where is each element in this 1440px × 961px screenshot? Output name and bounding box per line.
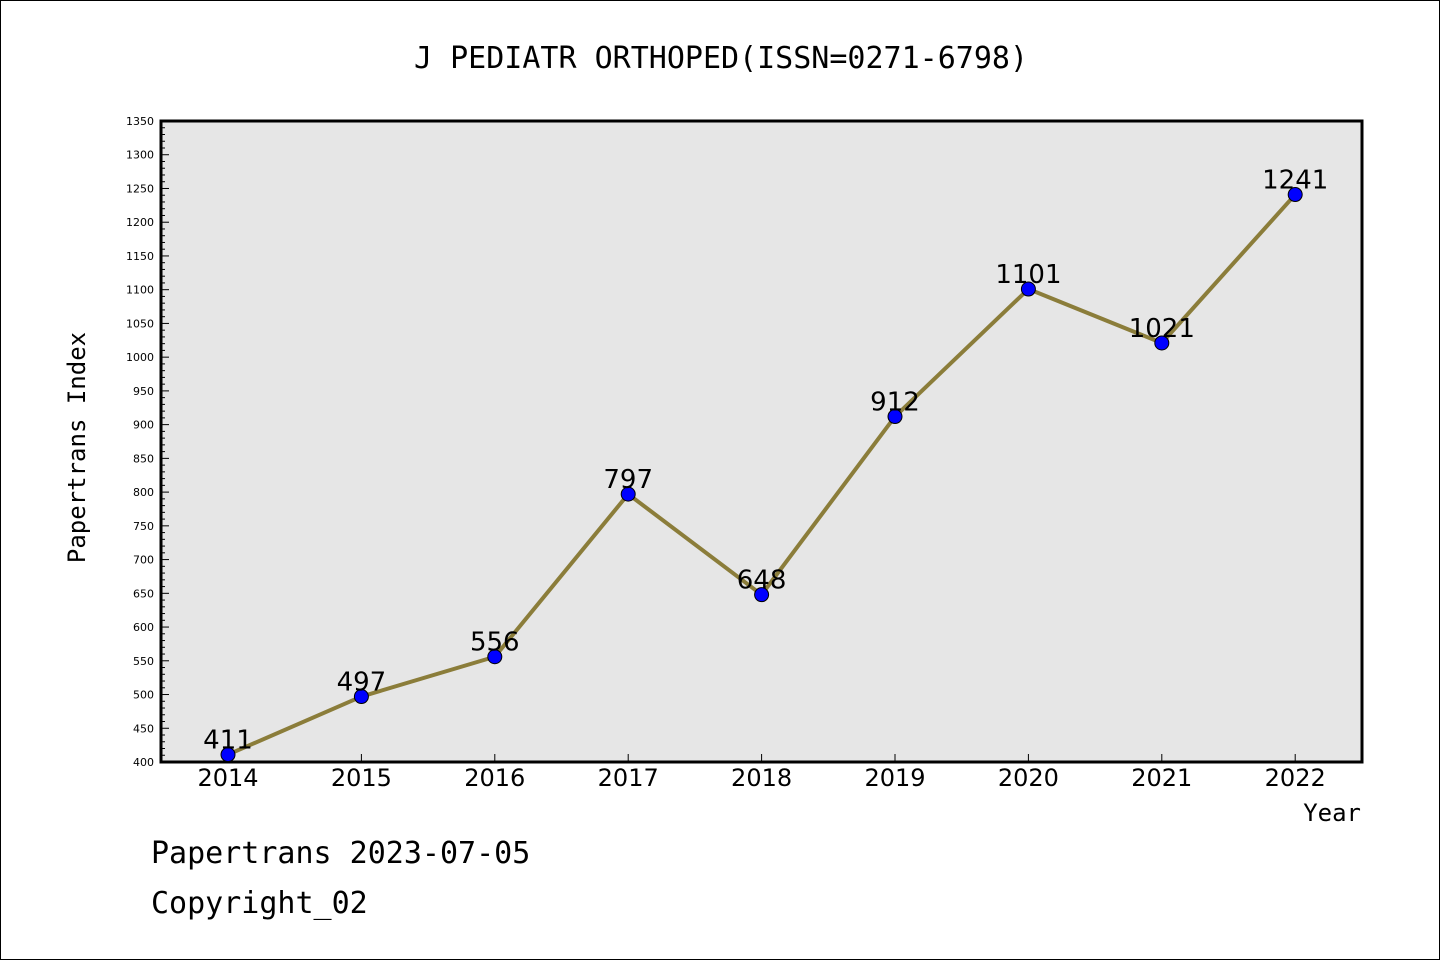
data-label: 497 (337, 668, 387, 698)
y-tick-label: 1150 (126, 250, 154, 263)
x-tick-label: 2018 (731, 764, 792, 792)
y-tick-label: 1000 (126, 351, 154, 364)
y-tick-label: 1050 (126, 317, 154, 330)
y-tick-label: 500 (133, 689, 154, 702)
y-tick-label: 900 (133, 419, 154, 432)
data-point (353, 689, 369, 705)
y-tick-label: 1300 (126, 149, 154, 162)
x-tick-label: 2016 (464, 764, 525, 792)
plot-area (159, 119, 1364, 764)
x-axis: 2014 2015 2016 2017 2018 2019 2020 2021 2022 (197, 754, 1326, 792)
y-axis: 400 450 500 550 600 650 700 750 800 850 900 950 1000… (126, 115, 169, 769)
data-point (1020, 281, 1036, 297)
x-tick-label: 2022 (1265, 764, 1326, 792)
data-label: 1021 (1129, 314, 1195, 344)
y-tick-label: 400 (133, 756, 154, 769)
data-label: 912 (870, 388, 920, 418)
x-tick-label: 2017 (598, 764, 659, 792)
data-label: 648 (737, 566, 787, 596)
x-tick-label: 2019 (864, 764, 925, 792)
y-tick-label: 1350 (126, 115, 154, 128)
x-tick-label: 2020 (998, 764, 1059, 792)
x-tick-label: 2014 (197, 764, 258, 792)
x-axis-title: Year (1303, 799, 1361, 827)
y-tick-label: 1250 (126, 182, 154, 195)
y-tick-label: 1200 (126, 216, 154, 229)
y-tick-label: 550 (133, 655, 154, 668)
data-point (620, 486, 636, 502)
data-point (1287, 187, 1303, 203)
data-point (220, 747, 236, 763)
y-tick-label: 850 (133, 452, 154, 465)
footer-copyright: Copyright_02 (151, 886, 368, 921)
data-label: 411 (203, 726, 253, 756)
footer-date: Papertrans 2023-07-05 (151, 836, 531, 871)
data-label: 797 (603, 465, 653, 495)
data-label: 1241 (1262, 166, 1328, 196)
y-tick-label: 650 (133, 587, 154, 600)
y-axis-title: Papertrans Index (63, 332, 91, 563)
y-tick-label: 800 (133, 486, 154, 499)
y-tick-label: 450 (133, 722, 154, 735)
data-label-layer: 411 497 556 797 648 912 1101 1021 1241 (203, 166, 1328, 756)
y-tick-label: 950 (133, 385, 154, 398)
series-line-layer (220, 187, 1303, 763)
chart-title: J PEDIATR ORTHOPED(ISSN=0271-6798) (414, 41, 1028, 76)
y-tick-label: 750 (133, 520, 154, 533)
data-point (487, 649, 503, 665)
y-tick-label: 600 (133, 621, 154, 634)
data-point (887, 409, 903, 425)
x-tick-label: 2015 (331, 764, 392, 792)
y-tick-label: 1100 (126, 284, 154, 297)
data-label: 1101 (995, 260, 1061, 290)
x-tick-label: 2021 (1131, 764, 1192, 792)
y-tick-label: 700 (133, 554, 154, 567)
data-label: 556 (470, 628, 520, 658)
data-point (754, 587, 770, 603)
data-point (1154, 335, 1170, 351)
